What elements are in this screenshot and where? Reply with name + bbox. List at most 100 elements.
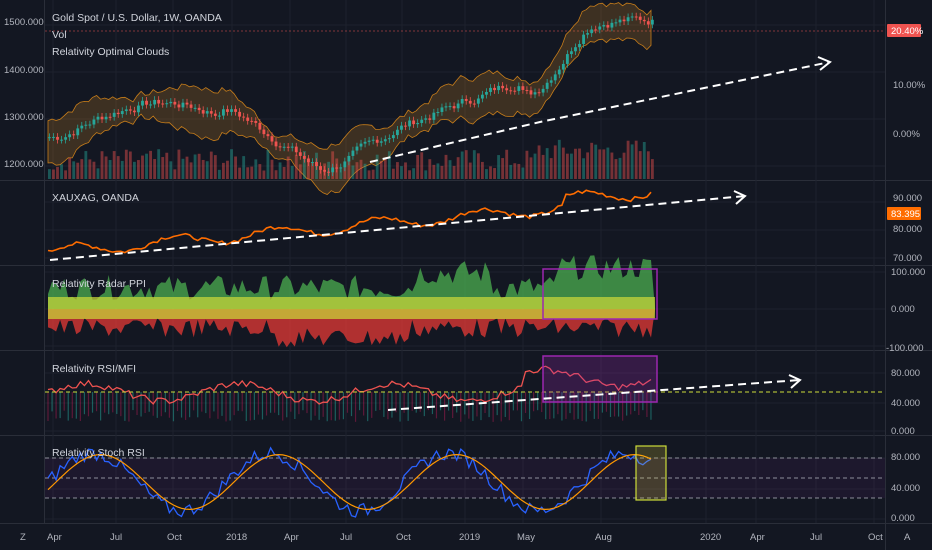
rsi-tick: 40.000 — [891, 398, 920, 409]
candle-body — [100, 116, 104, 120]
volume-bar — [246, 167, 250, 179]
radar-tick: 100.000 — [891, 267, 925, 278]
candle-body — [533, 92, 537, 95]
xauxag-title[interactable]: XAUXAG, OANDA — [52, 192, 139, 204]
auto-scale-button[interactable]: A — [904, 532, 911, 543]
radar-tick: -100.000 — [886, 343, 924, 354]
candle-body — [610, 22, 614, 28]
candle-body — [537, 92, 541, 94]
volume-bar — [189, 162, 193, 179]
volume-bar — [464, 150, 468, 179]
candle-body — [52, 136, 55, 138]
volume-bar — [367, 170, 371, 179]
candle-body — [222, 109, 225, 116]
candle-body — [120, 111, 124, 115]
volume-bar — [610, 152, 614, 179]
candle-body — [472, 103, 476, 105]
stoch-rsi-pane[interactable] — [45, 445, 885, 518]
trend-arrow — [49, 195, 746, 261]
radar-pane[interactable] — [48, 255, 658, 348]
price-tick: 1300.000 — [4, 112, 44, 123]
candle-body — [209, 111, 213, 114]
volume-bar — [96, 168, 100, 179]
volume-bar — [355, 162, 359, 179]
candle-body — [327, 171, 331, 173]
candle-body — [234, 109, 237, 112]
volume-label[interactable]: Vol — [52, 29, 67, 41]
volume-bar — [634, 140, 638, 179]
volume-bar — [278, 162, 282, 179]
trend-arrow — [369, 61, 831, 163]
candle-body — [92, 119, 96, 125]
candle-body — [501, 85, 505, 89]
candle-body — [602, 25, 606, 27]
candle-body — [545, 82, 549, 89]
volume-bar — [100, 151, 104, 179]
volume-bar — [416, 154, 420, 179]
time-axis[interactable]: Apr Jul Oct 2018 Apr Jul Oct 2019 May Aug 2020 Apr J… — [47, 532, 883, 543]
radar-green-area — [48, 255, 655, 309]
rsi-line — [47, 365, 652, 405]
volume-bar — [472, 150, 476, 179]
time-tick: Oct — [868, 532, 883, 543]
zoom-scale-button[interactable]: Z — [20, 532, 26, 543]
volume-bar — [60, 164, 63, 179]
volume-bar — [290, 165, 294, 179]
indicator-label-clouds[interactable]: Relativity Optimal Clouds — [52, 46, 169, 58]
candle-body — [448, 106, 452, 108]
candle-body — [400, 125, 403, 130]
candle-body — [489, 87, 492, 92]
price-axis-left[interactable]: 1500.000 1400.000 1300.000 1200.000 — [4, 17, 44, 170]
candle-body — [84, 124, 88, 126]
candle-body — [311, 161, 314, 163]
volume-bar — [217, 169, 221, 179]
volume-bar — [387, 151, 391, 179]
volume-bar — [222, 162, 225, 179]
candle-body — [375, 139, 379, 143]
radar-yellow-band — [48, 297, 655, 319]
candle-body — [440, 107, 444, 112]
right-scale[interactable]: 20.40% 10.00% 0.00% 90.000 83.395 80.000… — [886, 24, 926, 524]
volume-bar — [602, 149, 606, 179]
rsi-mfi-pane[interactable] — [45, 355, 885, 422]
volume-bar — [205, 161, 209, 179]
price-pane[interactable] — [47, 2, 832, 195]
time-tick: May — [517, 532, 535, 543]
pct-change-badge-text: 20.40% — [891, 26, 924, 37]
candle-body — [48, 137, 51, 139]
volume-bar — [448, 160, 452, 179]
volume-bar — [141, 155, 144, 179]
candle-body — [412, 120, 416, 125]
candle-body — [157, 99, 161, 104]
volume-bar — [638, 151, 642, 179]
radar-title[interactable]: Relativity Radar PPI — [52, 278, 146, 290]
candle-body — [290, 146, 294, 148]
xauxag-pane[interactable] — [47, 189, 747, 261]
volume-bar — [428, 159, 432, 179]
volume-bar — [517, 163, 521, 179]
volume-bar — [68, 157, 72, 179]
volume-bar — [177, 149, 181, 179]
candle-body — [396, 129, 399, 136]
volume-bar — [193, 154, 197, 179]
candle-body — [452, 106, 456, 109]
candle-body — [391, 135, 395, 139]
xauxag-price-badge — [887, 207, 921, 220]
stoch-title[interactable]: Relativity Stoch RSI — [52, 447, 145, 459]
volume-bar — [545, 148, 549, 179]
candle-body — [464, 99, 468, 101]
volume-bar — [630, 144, 634, 179]
time-tick: Oct — [396, 532, 411, 543]
candle-body — [282, 146, 286, 148]
volume-bar — [509, 164, 513, 179]
symbol-title[interactable]: Gold Spot / U.S. Dollar, 1W, OANDA — [52, 12, 222, 24]
volume-bar — [561, 147, 565, 179]
volume-bar — [266, 149, 270, 179]
rsi-title[interactable]: Relativity RSI/MFI — [52, 363, 136, 375]
volume-bar — [92, 161, 96, 179]
candle-body — [590, 29, 594, 34]
volume-bar — [574, 148, 577, 179]
candle-body — [181, 102, 185, 108]
